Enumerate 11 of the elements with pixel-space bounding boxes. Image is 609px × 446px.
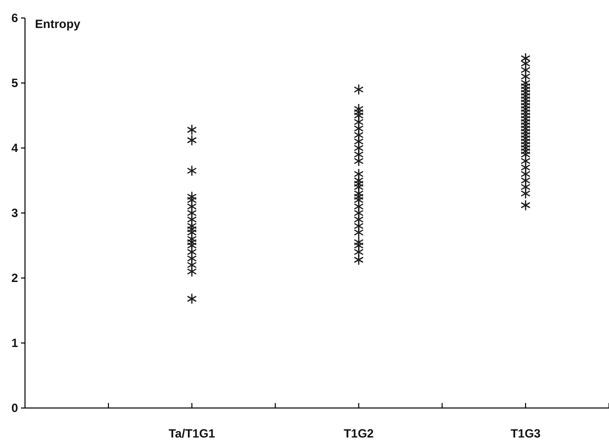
y-tick-label: 0 — [11, 400, 18, 415]
y-tick-label: 3 — [11, 206, 18, 220]
x-tick-label: T1G2 — [344, 426, 374, 440]
y-tick-label: 4 — [11, 140, 18, 155]
x-tick-label: T1G3 — [510, 426, 541, 440]
y-tick-label: 1 — [11, 336, 18, 350]
y-axis-title: Entropy — [35, 17, 81, 31]
x-tick-label: Ta/T1G1 — [168, 426, 216, 440]
y-tick-label: 5 — [11, 76, 18, 90]
y-tick-label: 2 — [11, 270, 18, 285]
y-tick-label: 6 — [11, 10, 18, 25]
